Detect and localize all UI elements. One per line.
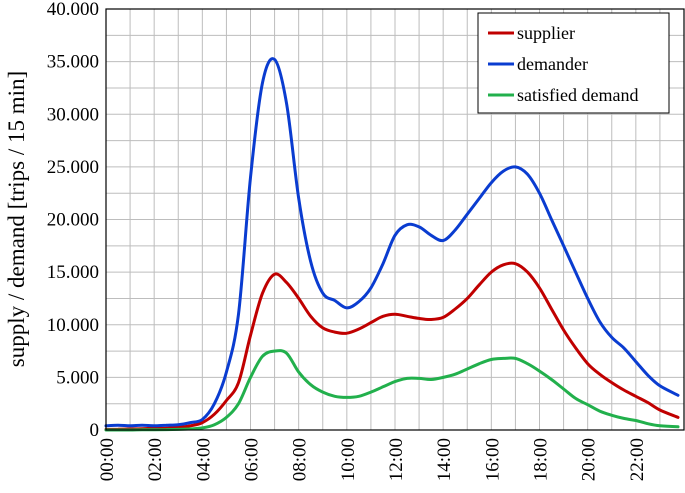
x-tick-label: 06:00 bbox=[242, 438, 263, 481]
x-tick-label: 12:00 bbox=[386, 438, 407, 481]
legend-label: demander bbox=[517, 54, 588, 74]
x-tick-label: 10:00 bbox=[338, 438, 359, 481]
x-tick-label: 16:00 bbox=[482, 438, 503, 481]
legend-label: satisfied demand bbox=[517, 85, 638, 105]
y-tick-label: 15.000 bbox=[47, 262, 99, 283]
y-tick-label: 25.000 bbox=[47, 157, 99, 178]
legend: supplier demander satisfied demand bbox=[477, 12, 670, 114]
series-line-demander bbox=[104, 57, 680, 428]
x-tick-label: 18:00 bbox=[531, 438, 552, 481]
tick-labels: 0 5.000 10.000 15.000 20.000 25.000 30.000 35.0… bbox=[47, 0, 648, 481]
y-axis-title: supply / demand [trips / 15 min] bbox=[4, 71, 29, 367]
y-tick-label: 0 bbox=[90, 420, 100, 441]
x-tick-label: 04:00 bbox=[193, 438, 214, 481]
y-tick-label: 35.000 bbox=[47, 52, 99, 73]
series-line-supplier bbox=[104, 261, 680, 431]
x-tick-label: 14:00 bbox=[434, 438, 455, 481]
x-tick-label: 22:00 bbox=[627, 438, 648, 481]
y-tick-label: 5.000 bbox=[56, 367, 99, 388]
y-tick-label: 40.000 bbox=[47, 0, 99, 20]
x-tick-label: 02:00 bbox=[145, 438, 166, 481]
x-tick-label: 00:00 bbox=[97, 438, 118, 481]
y-tick-label: 20.000 bbox=[47, 210, 99, 231]
series-layer bbox=[104, 57, 680, 432]
y-tick-label: 10.000 bbox=[47, 315, 99, 336]
legend-label: supplier bbox=[517, 23, 575, 43]
x-tick-label: 20:00 bbox=[579, 438, 600, 481]
series-line-satisfied-demand bbox=[104, 349, 680, 432]
plot-frame bbox=[105, 8, 685, 431]
x-tick-label: 08:00 bbox=[290, 438, 311, 481]
y-tick-label: 30.000 bbox=[47, 104, 99, 125]
